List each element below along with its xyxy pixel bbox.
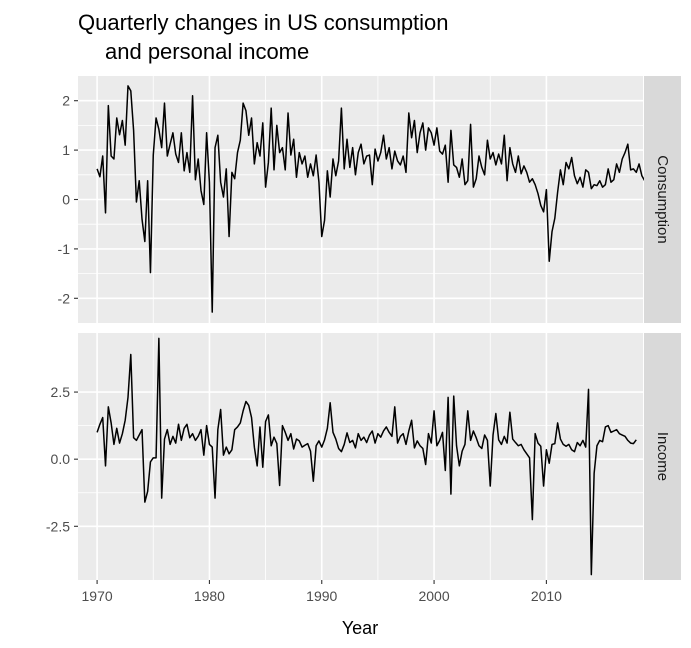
consumption-y-tick-label: -1 [58, 241, 71, 257]
income-series-line [96, 337, 637, 576]
panel-income-y-ticks: -2.5 0.0 2.5 [46, 384, 78, 534]
panel-income: -2.5 0.0 2.5 Income [46, 333, 681, 580]
panel-income-background [78, 333, 643, 580]
panel-income-strip [644, 333, 681, 580]
panel-consumption-y-ticks: -2 -1 0 1 2 [58, 93, 78, 306]
consumption-y-tick-label: 1 [62, 142, 70, 158]
panel-consumption-strip-label: Consumption [654, 155, 671, 243]
x-axis-title: Year [342, 618, 378, 638]
x-tick-label: 1990 [306, 588, 337, 604]
panel-income-strip-label: Income [654, 432, 671, 481]
consumption-y-tick-label: 2 [62, 93, 70, 109]
panel-consumption: -2 -1 0 1 2 Consumption [58, 76, 681, 323]
consumption-y-tick-label: -2 [58, 290, 71, 306]
panel-consumption-strip [644, 76, 681, 323]
income-y-tick-label: 0.0 [51, 451, 71, 467]
chart-title-line-1: Quarterly changes in US consumption [78, 10, 449, 35]
income-y-tick-label: -2.5 [46, 518, 70, 534]
consumption-y-tick-label: 0 [62, 192, 70, 208]
panel-income-minor-x-grid [152, 333, 491, 580]
consumption-series-line [96, 85, 652, 313]
x-axis: 1970 1980 1990 2000 2010 [82, 580, 562, 604]
x-tick-label: 2000 [418, 588, 449, 604]
panel-income-minor-y-grid [78, 425, 643, 494]
x-tick-label: 1970 [82, 588, 113, 604]
chart-title-line-2: and personal income [105, 39, 309, 64]
x-tick-label: 2010 [531, 588, 562, 604]
x-tick-label: 1980 [194, 588, 225, 604]
panel-consumption-minor-y-grid [78, 125, 643, 275]
chart-title: Quarterly changes in US consumption and … [78, 10, 449, 64]
income-y-tick-label: 2.5 [51, 384, 71, 400]
